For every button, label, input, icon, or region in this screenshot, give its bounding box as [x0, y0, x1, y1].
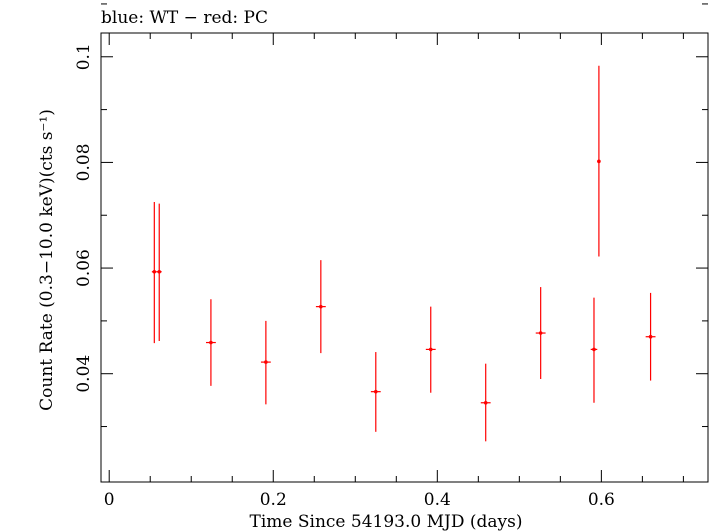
pc-series	[151, 65, 656, 442]
data-point	[205, 299, 216, 386]
y-axis-label: Count Rate (0.3−10.0 keV)(cts s⁻¹)	[37, 109, 57, 411]
point-marker	[373, 389, 378, 394]
plot-frame	[100, 32, 709, 483]
chart-title: blue: WT − red: PC	[101, 8, 268, 28]
y-tick-label: 0.1	[74, 43, 94, 70]
data-point	[315, 260, 326, 354]
x-axis-label: Time Since 54193.0 MJD (days)	[250, 512, 523, 532]
point-marker	[264, 360, 268, 364]
data-point	[645, 292, 656, 381]
point-marker	[157, 269, 162, 274]
point-marker	[538, 331, 543, 335]
y-tick-label: 0.06	[74, 249, 94, 287]
y-axis: 0.04 0.06 0.08 0.1	[74, 3, 708, 428]
data-point	[370, 352, 381, 432]
data-point	[151, 202, 157, 344]
data-point	[425, 306, 436, 393]
y-tick-label: 0.08	[74, 143, 94, 181]
data-point	[260, 320, 271, 405]
x-tick-label: 0	[104, 490, 115, 510]
point-marker	[597, 159, 601, 164]
x-axis: 0 0.2 0.4 0.6	[104, 33, 684, 510]
x-tick-label: 0.4	[424, 490, 451, 510]
point-marker	[592, 347, 596, 352]
point-marker	[483, 400, 488, 405]
point-marker	[428, 347, 433, 352]
point-marker	[648, 334, 653, 339]
x-tick-label: 0.6	[588, 490, 615, 510]
x-tick-label: 0.2	[260, 490, 287, 510]
point-marker	[319, 304, 323, 309]
data-point	[535, 287, 546, 379]
data-point	[156, 203, 162, 341]
point-marker	[209, 340, 213, 345]
y-tick-label: 0.04	[74, 355, 94, 393]
data-point	[597, 65, 601, 257]
data-point	[590, 297, 598, 403]
data-point	[480, 363, 491, 442]
point-marker	[152, 269, 157, 274]
